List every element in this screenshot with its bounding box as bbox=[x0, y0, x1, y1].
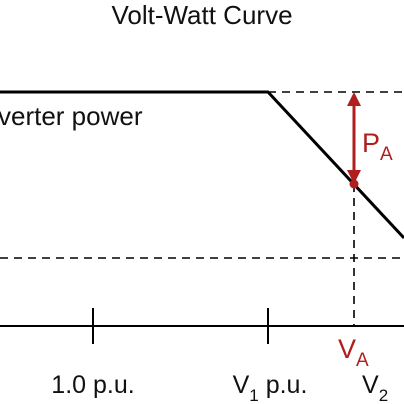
tick-label-v2: V2 bbox=[362, 371, 388, 404]
voltage-marker-label: VA bbox=[338, 334, 369, 371]
operating-point-marker bbox=[349, 179, 359, 189]
tick-label-v1: V1 p.u. bbox=[233, 371, 308, 404]
power-reduction-arrow bbox=[347, 92, 361, 184]
power-delta-label: PA bbox=[362, 128, 393, 165]
curve-label: verter power bbox=[0, 101, 143, 131]
diagram-title: Volt-Watt Curve bbox=[111, 0, 292, 30]
tick-label-1pu: 1.0 p.u. bbox=[51, 371, 134, 399]
inverter-power-curve bbox=[0, 90, 404, 240]
